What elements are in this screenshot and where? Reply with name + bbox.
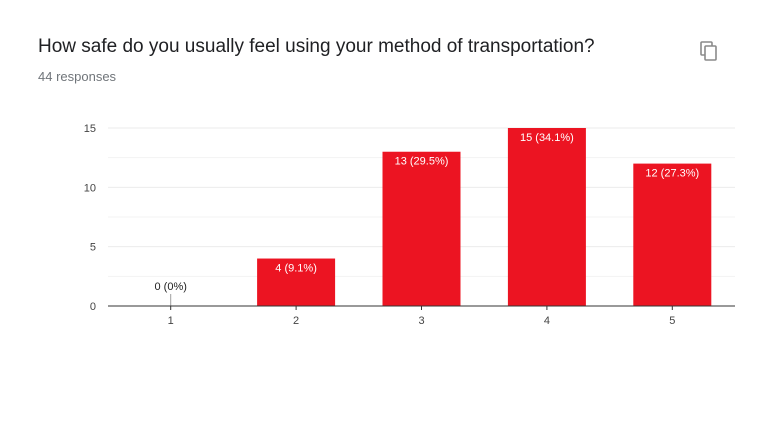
y-tick-label: 0 (90, 301, 96, 313)
question-title: How safe do you usually feel using your … (38, 36, 595, 57)
bar-data-label: 12 (27.3%) (645, 168, 699, 180)
bar-data-label: 15 (34.1%) (520, 132, 574, 144)
bar (382, 151, 461, 306)
y-tick-label: 15 (84, 123, 96, 135)
response-count: 44 responses (38, 69, 117, 84)
x-tick-label: 3 (418, 315, 424, 327)
bar-data-label: 13 (29.5%) (395, 156, 449, 168)
bar (633, 163, 712, 306)
x-tick-label: 1 (168, 315, 174, 327)
y-tick-label: 5 (90, 242, 96, 254)
copy-icon (700, 41, 717, 61)
bar-data-label: 0 (0%) (154, 281, 186, 293)
x-tick-label: 2 (293, 315, 299, 327)
copy-chart-button[interactable] (696, 38, 722, 64)
x-tick-label: 5 (669, 315, 675, 327)
bar-data-label: 4 (9.1%) (275, 263, 317, 275)
y-tick-label: 10 (84, 182, 96, 194)
bar (507, 128, 586, 306)
bar (257, 258, 336, 306)
x-tick-label: 4 (544, 315, 550, 327)
